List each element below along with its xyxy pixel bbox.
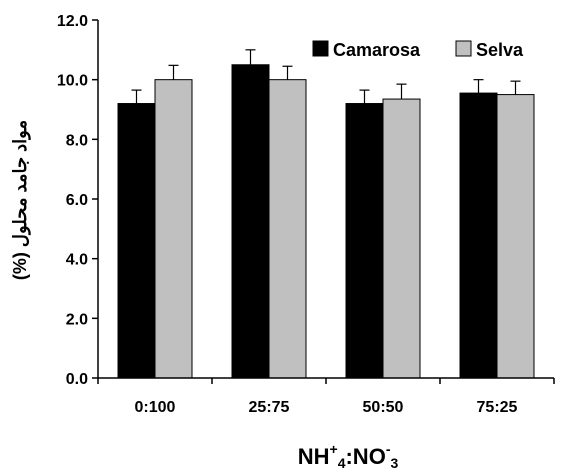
y-tick-label: 4.0	[66, 252, 88, 269]
y-tick-label: 6.0	[66, 192, 88, 209]
bar-camarosa	[345, 103, 384, 379]
y-tick-label: 10.0	[57, 73, 88, 90]
bar-selva	[154, 79, 193, 379]
bar-layer	[117, 64, 535, 379]
legend-swatch-camarosa	[312, 40, 329, 57]
x-tick-label: 75:25	[477, 399, 518, 416]
y-ticks: 0.0 2.0 4.0 6.0 8.0 10.0 12.0	[57, 13, 98, 388]
x-tick-label: 50:50	[363, 399, 404, 416]
y-tick-label: 0.0	[66, 371, 88, 388]
y-tick-label: 2.0	[66, 311, 88, 328]
x-tick-label: 25:75	[249, 399, 290, 416]
legend-label-selva: Selva	[476, 40, 524, 60]
y-tick-label: 8.0	[66, 132, 88, 149]
legend-label-camarosa: Camarosa	[333, 40, 421, 60]
x-ticks: 0:100 25:75 50:50 75:25	[97, 378, 555, 416]
bar-selva	[268, 79, 307, 379]
x-tick-label: 0:100	[135, 399, 176, 416]
legend-swatch-selva	[455, 40, 472, 57]
bar-camarosa	[117, 103, 156, 379]
error-bar-layer	[131, 49, 521, 104]
y-axis-title: مواد جامد محلول (%)	[10, 120, 31, 280]
bar-selva	[382, 98, 421, 379]
bar-selva	[496, 94, 535, 379]
y-tick-label: 12.0	[57, 13, 88, 30]
bar-camarosa	[459, 92, 498, 379]
bar-camarosa	[231, 64, 270, 379]
x-axis-title: NH+4:NO-3	[298, 441, 399, 471]
legend: Camarosa Selva	[312, 40, 524, 60]
